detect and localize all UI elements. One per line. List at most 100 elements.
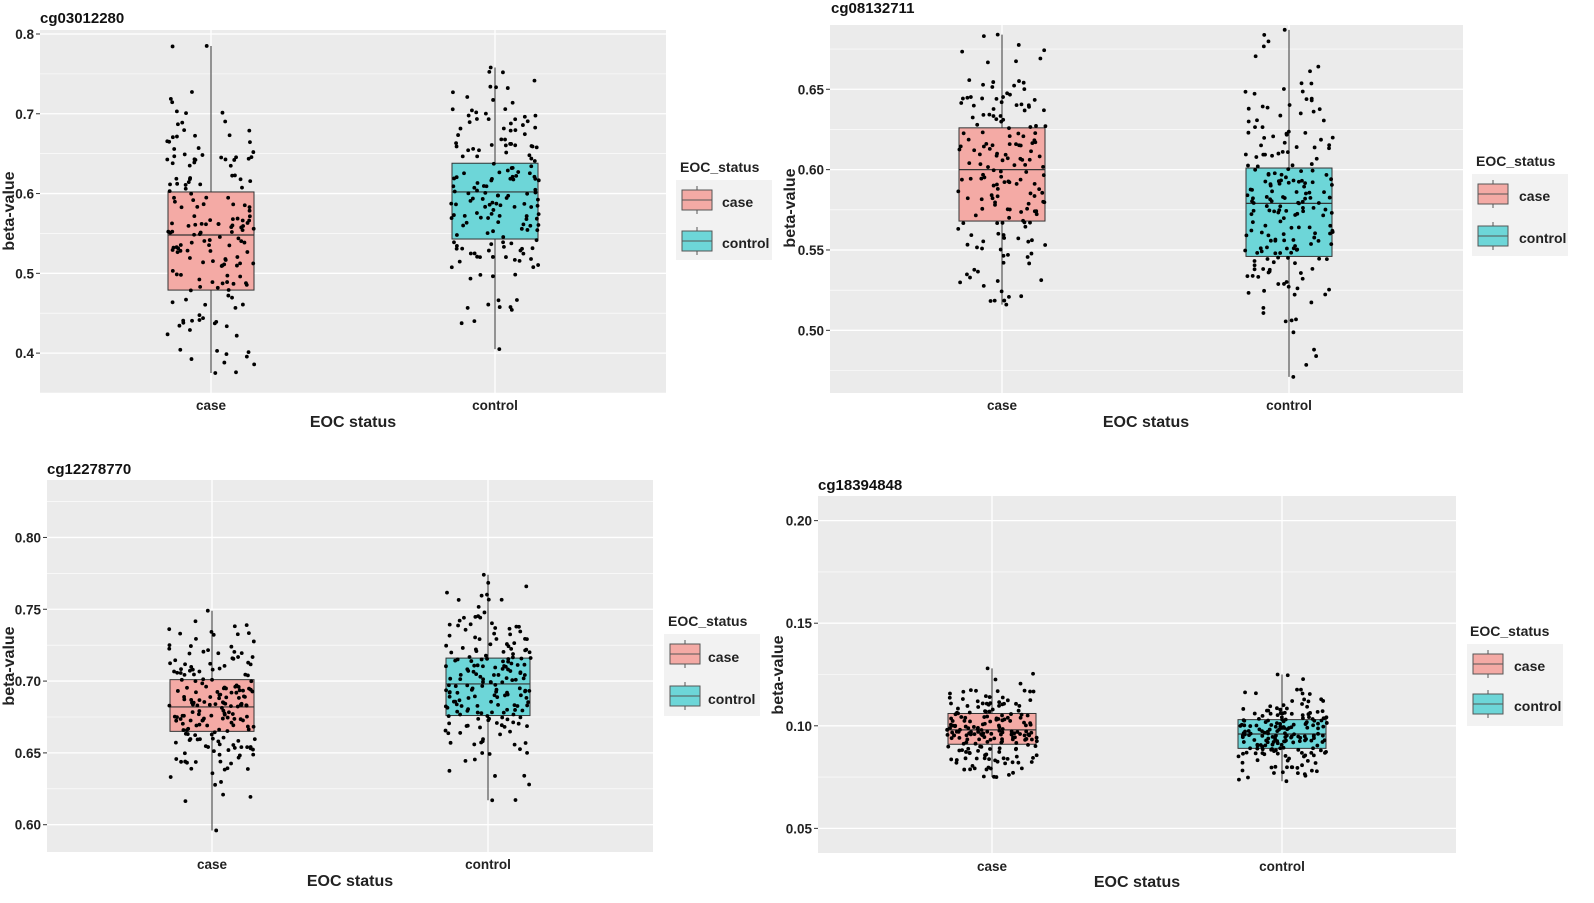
data-point — [512, 641, 517, 646]
data-point — [1240, 760, 1245, 765]
data-point — [503, 664, 508, 669]
data-point — [961, 689, 966, 694]
data-point — [518, 671, 523, 675]
data-point — [1304, 97, 1309, 102]
data-point — [187, 163, 192, 168]
data-point — [1249, 212, 1254, 217]
data-point — [1031, 671, 1035, 676]
data-point — [503, 143, 508, 148]
data-point — [949, 757, 954, 762]
data-point — [979, 728, 984, 732]
data-point — [1265, 257, 1270, 261]
data-point — [1018, 715, 1023, 720]
data-point — [529, 257, 533, 261]
data-point — [1001, 233, 1006, 237]
data-point — [1317, 107, 1322, 112]
data-point — [1014, 741, 1019, 745]
data-point — [506, 193, 511, 198]
data-point — [964, 750, 968, 754]
data-point — [485, 231, 490, 236]
data-point — [991, 114, 996, 118]
data-point — [1322, 190, 1326, 195]
data-point — [183, 731, 188, 736]
data-point — [497, 347, 502, 352]
data-point — [494, 721, 499, 725]
data-point — [1285, 727, 1290, 732]
data-point — [971, 103, 976, 108]
data-point — [189, 665, 194, 669]
data-point — [527, 688, 532, 693]
data-point — [977, 152, 982, 157]
data-point — [1316, 726, 1320, 731]
data-point — [232, 746, 237, 750]
data-point — [452, 189, 457, 194]
data-point — [244, 623, 249, 628]
data-point — [231, 723, 236, 728]
data-point — [488, 642, 493, 647]
data-point — [216, 739, 221, 744]
data-point — [1242, 723, 1247, 728]
data-point — [981, 144, 986, 149]
data-point — [991, 168, 996, 173]
data-point — [175, 715, 179, 720]
data-point — [995, 182, 999, 187]
data-point — [1276, 255, 1281, 260]
data-point — [195, 204, 200, 209]
data-point — [1305, 759, 1310, 763]
data-point — [1276, 179, 1281, 184]
data-point — [235, 704, 240, 709]
data-point — [1255, 118, 1259, 123]
data-point — [986, 702, 991, 707]
data-point — [533, 125, 538, 130]
data-point — [1286, 180, 1291, 185]
data-point — [1273, 724, 1278, 729]
data-point — [975, 699, 980, 704]
data-point — [487, 69, 492, 74]
x-tick-case: case — [977, 859, 1008, 874]
legend-title: EOC_status — [1470, 623, 1550, 639]
legend-label-control: control — [708, 691, 755, 707]
x-tick-case: case — [197, 857, 228, 872]
data-point — [452, 240, 456, 245]
data-point — [251, 752, 256, 757]
data-point — [1301, 209, 1306, 214]
data-point — [1011, 735, 1015, 740]
data-point — [1263, 743, 1268, 748]
data-point — [1309, 751, 1314, 755]
data-point — [473, 614, 478, 619]
data-point — [224, 686, 228, 691]
data-point — [458, 673, 463, 677]
data-point — [997, 750, 1002, 754]
x-tick-control: control — [1266, 398, 1312, 413]
data-point — [175, 689, 180, 693]
data-point — [518, 693, 523, 698]
data-point — [1003, 152, 1008, 157]
data-point — [458, 731, 463, 735]
data-point — [1009, 712, 1013, 716]
data-point — [1244, 750, 1249, 755]
data-point — [184, 111, 188, 116]
data-point — [205, 608, 210, 613]
data-point — [1026, 239, 1031, 244]
data-point — [1285, 765, 1289, 770]
data-point — [478, 215, 483, 220]
data-point — [1014, 142, 1018, 147]
data-point — [496, 673, 501, 677]
data-point — [211, 259, 215, 264]
data-point — [225, 280, 230, 284]
data-point — [454, 246, 459, 251]
data-point — [1293, 213, 1298, 217]
data-point — [532, 174, 537, 179]
data-point — [175, 670, 180, 675]
data-point — [219, 780, 223, 784]
data-point — [1275, 729, 1280, 734]
data-point — [1022, 220, 1027, 225]
data-point — [490, 710, 494, 715]
data-point — [501, 710, 506, 715]
data-point — [1031, 689, 1036, 694]
data-point — [1280, 711, 1285, 716]
data-point — [240, 218, 245, 223]
data-point — [967, 710, 972, 715]
data-point — [531, 265, 536, 270]
data-point — [985, 60, 990, 65]
